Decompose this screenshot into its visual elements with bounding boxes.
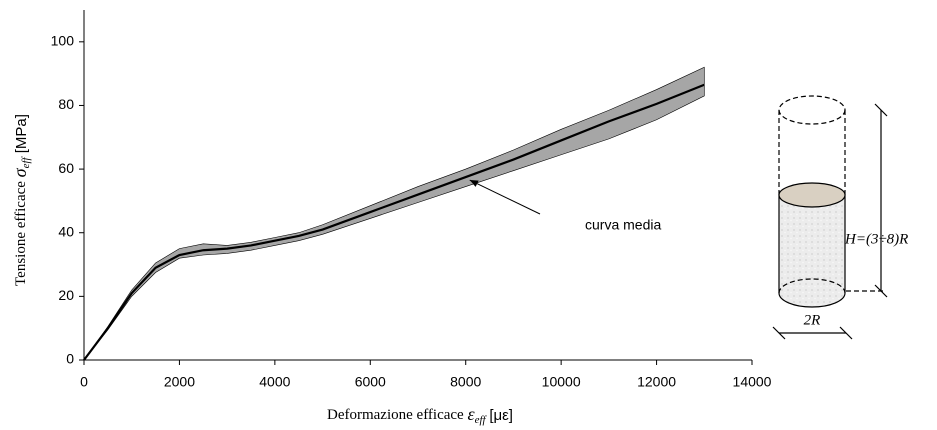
y-tick-label: 0 — [66, 351, 74, 367]
annotation-text: curva media — [585, 217, 661, 233]
y-tick-label: 100 — [51, 33, 75, 49]
annotation-arrowhead — [469, 180, 479, 187]
x-title-symbol: ε — [467, 404, 475, 424]
x-tick-label: 2000 — [164, 374, 195, 390]
y-title-symbol: σ — [10, 167, 30, 177]
y-axis-title: Tensione efficace σeff [MPa] — [10, 114, 31, 286]
x-tick-label: 8000 — [450, 374, 481, 390]
y-title-subscript: eff — [20, 155, 32, 168]
y-tick-label: 20 — [58, 287, 74, 303]
cylinder-diagram — [772, 95, 888, 340]
x-tick-label: 14000 — [733, 374, 772, 390]
x-tick-label: 12000 — [637, 374, 676, 390]
x-tick-label: 0 — [80, 374, 88, 390]
x-tick-label: 4000 — [259, 374, 290, 390]
x-title-subscript: eff — [475, 414, 488, 426]
x-tick-label: 10000 — [542, 374, 581, 390]
x-title-text: Deformazione efficace — [327, 407, 464, 423]
x-tick-label: 6000 — [355, 374, 386, 390]
height-label: H=(3÷8)R — [844, 231, 908, 247]
y-tick-label: 60 — [58, 160, 74, 176]
band — [83, 66, 705, 361]
y-tick-label: 80 — [58, 96, 74, 112]
x-axis-title: Deformazione efficace εeff [με] — [327, 404, 513, 425]
mean-line — [83, 83, 705, 361]
y-tick-label: 40 — [58, 223, 74, 239]
x-title-unit: [με] — [489, 407, 513, 424]
diameter-label: 2R — [804, 312, 821, 328]
y-title-text: Tensione efficace — [13, 181, 29, 286]
y-title-unit: [MPa] — [13, 114, 30, 153]
annotation-arrow — [469, 179, 541, 215]
